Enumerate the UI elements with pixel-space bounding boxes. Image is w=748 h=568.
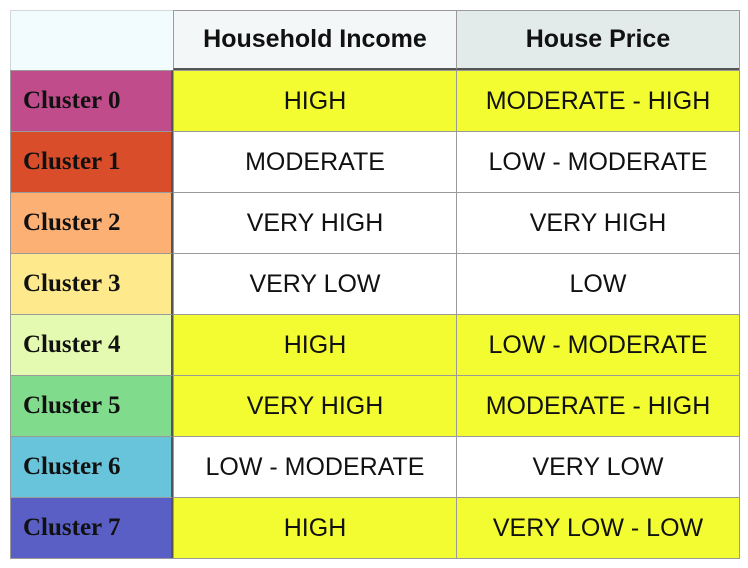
income-cell: MODERATE <box>173 131 456 192</box>
column-header-household-income: Household Income <box>173 10 456 70</box>
income-cell: VERY HIGH <box>173 192 456 253</box>
column-header-house-price: House Price <box>456 10 739 70</box>
row-label-cluster-7: Cluster 7 <box>10 497 173 558</box>
income-cell: HIGH <box>173 497 456 558</box>
price-cell: VERY LOW - LOW <box>456 497 739 558</box>
corner-cell <box>10 10 173 70</box>
price-cell: VERY LOW <box>456 436 739 497</box>
price-cell: MODERATE - HIGH <box>456 70 739 131</box>
income-cell: VERY HIGH <box>173 375 456 436</box>
row-label-cluster-4: Cluster 4 <box>10 314 173 375</box>
price-cell: VERY HIGH <box>456 192 739 253</box>
row-label-cluster-0: Cluster 0 <box>10 70 173 131</box>
income-cell: HIGH <box>173 70 456 131</box>
cluster-table: Household Income House Price Cluster 0 H… <box>10 10 740 559</box>
income-cell: VERY LOW <box>173 253 456 314</box>
price-cell: LOW - MODERATE <box>456 131 739 192</box>
price-cell: MODERATE - HIGH <box>456 375 739 436</box>
row-label-cluster-6: Cluster 6 <box>10 436 173 497</box>
row-label-cluster-3: Cluster 3 <box>10 253 173 314</box>
price-cell: LOW - MODERATE <box>456 314 739 375</box>
income-cell: LOW - MODERATE <box>173 436 456 497</box>
row-label-cluster-2: Cluster 2 <box>10 192 173 253</box>
income-cell: HIGH <box>173 314 456 375</box>
row-label-cluster-1: Cluster 1 <box>10 131 173 192</box>
row-label-cluster-5: Cluster 5 <box>10 375 173 436</box>
price-cell: LOW <box>456 253 739 314</box>
